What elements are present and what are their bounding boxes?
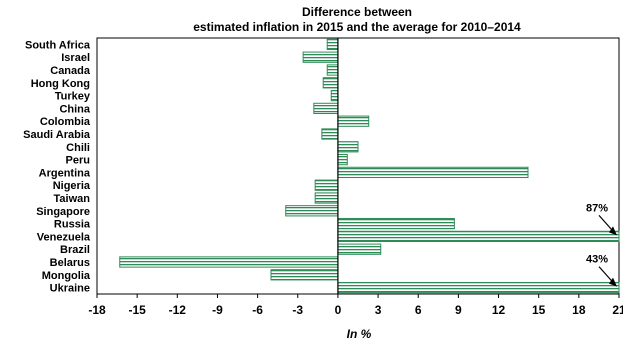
bar-brazil xyxy=(337,243,382,255)
x-tick-label: -9 xyxy=(212,303,223,317)
x-tick-label: 6 xyxy=(415,303,422,317)
category-label: Chili xyxy=(66,142,90,154)
bar-china xyxy=(313,102,339,115)
bar-turkey xyxy=(330,89,339,102)
bar-venezuela xyxy=(337,230,620,243)
category-label: Brazil xyxy=(60,244,90,256)
x-axis-label: In % xyxy=(347,327,372,341)
x-tick-label: 9 xyxy=(455,303,462,317)
x-tick-label: 15 xyxy=(532,303,546,317)
bar-hong-kong xyxy=(322,77,339,89)
category-label: South Africa xyxy=(25,39,91,51)
x-tick-label: -3 xyxy=(292,303,303,317)
category-label: Turkey xyxy=(55,91,91,103)
bar-mongolia xyxy=(270,269,339,281)
x-tick-label: -12 xyxy=(169,303,187,317)
category-label: China xyxy=(59,103,90,115)
category-label: Russia xyxy=(54,219,91,231)
category-label: Canada xyxy=(50,65,91,77)
bar-belarus xyxy=(119,256,339,268)
bar-russia xyxy=(337,217,455,230)
chart-title: Difference between xyxy=(302,5,412,19)
category-label: Israel xyxy=(61,52,90,64)
category-label: Venezuela xyxy=(37,231,91,243)
bar-chili xyxy=(337,141,359,153)
bar-argentina xyxy=(337,166,529,179)
category-label: Singapore xyxy=(36,206,90,218)
annotation-arrowhead xyxy=(609,226,617,236)
category-label: Taiwan xyxy=(54,193,91,205)
x-tick-label: -15 xyxy=(128,303,146,317)
x-tick-label: -18 xyxy=(88,303,106,317)
category-label: Saudi Arabia xyxy=(23,129,91,141)
bar-israel xyxy=(302,51,339,63)
bar-saudi-arabia xyxy=(321,128,339,140)
bar-colombia xyxy=(337,115,370,127)
bar-ukraine xyxy=(337,281,620,294)
category-label: Colombia xyxy=(40,116,91,128)
x-tick-label: 0 xyxy=(335,303,342,317)
category-label: Belarus xyxy=(50,257,90,269)
category-label: Mongolia xyxy=(42,270,91,282)
bar-south-africa xyxy=(326,38,339,51)
bar-canada xyxy=(326,64,339,76)
category-label: Hong Kong xyxy=(31,78,90,90)
category-label: Argentina xyxy=(39,167,91,179)
x-tick-label: 3 xyxy=(375,303,382,317)
bar-nigeria xyxy=(314,179,339,191)
bar-taiwan xyxy=(314,192,339,204)
annotation-label: 43% xyxy=(586,254,608,266)
x-tick-label: -6 xyxy=(252,303,263,317)
bar-peru xyxy=(337,153,348,166)
annotation-arrowhead xyxy=(609,277,617,287)
annotation-label: 87% xyxy=(586,202,608,214)
x-tick-label: 21 xyxy=(612,303,623,317)
category-label: Ukraine xyxy=(50,283,90,295)
x-tick-label: 12 xyxy=(492,303,506,317)
category-label: Nigeria xyxy=(53,180,91,192)
category-label: Peru xyxy=(66,155,90,167)
x-tick-label: 18 xyxy=(572,303,586,317)
bar-singapore xyxy=(285,205,339,217)
chart-subtitle: estimated inflation in 2015 and the aver… xyxy=(193,20,521,34)
plot-frame xyxy=(96,37,620,295)
